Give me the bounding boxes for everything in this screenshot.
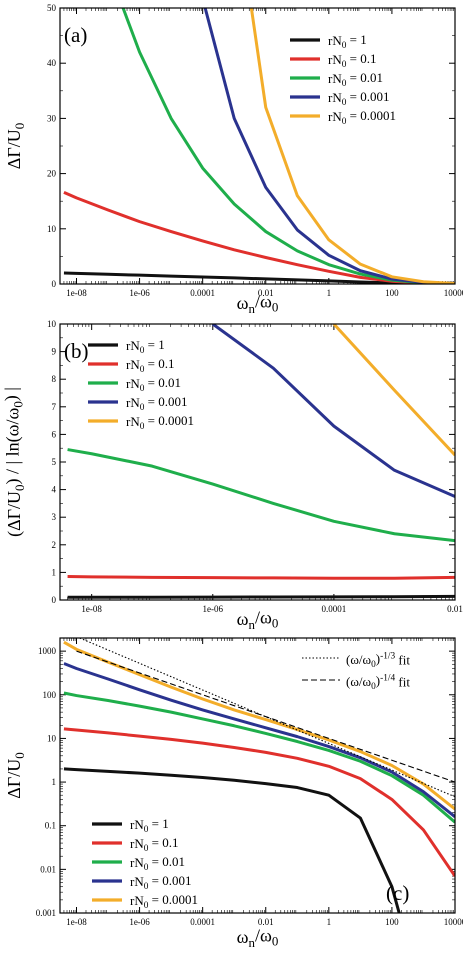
legend-label: rN0​ = 1 — [130, 816, 169, 835]
series-line — [76, 650, 455, 783]
y-tick-label: 3 — [52, 512, 57, 522]
panel-2: 1e-081e-060.00010.01012345678910(b)rN0​ … — [1, 319, 463, 632]
series-line — [63, 691, 455, 824]
y-axis-label: ΔΓ/U0​ — [4, 752, 27, 798]
y-tick-label: 1 — [52, 777, 57, 787]
legend-label: rN0​ = 0.01 — [328, 70, 383, 89]
series-line — [67, 448, 455, 543]
y-tick-label: 0.1 — [45, 821, 56, 831]
series-line — [249, 8, 455, 284]
y-tick-label: 0 — [52, 595, 57, 605]
y-tick-label: 10 — [47, 733, 57, 743]
y-tick-label: 0.001 — [36, 908, 56, 918]
legend-label: rN0​ = 0.0001 — [130, 892, 198, 911]
y-tick-label: 50 — [47, 3, 57, 13]
series-line — [63, 190, 455, 284]
legend-label: rN0​ = 0.01 — [126, 375, 181, 394]
y-tick-label: 1000 — [38, 646, 57, 656]
y-tick-label: 100 — [43, 690, 57, 700]
y-tick-label: 0 — [52, 279, 57, 289]
legend-label: rN0​ = 0.001 — [126, 394, 187, 413]
x-tick-label: 0.0001 — [322, 604, 347, 614]
legend-label: rN0​ = 1 — [126, 337, 165, 356]
series-group — [63, 8, 455, 284]
legend-label: rN0​ = 0.001 — [328, 89, 389, 108]
series-group — [67, 324, 455, 599]
legend-label: rN0​ = 0.0001 — [328, 108, 396, 127]
series-line — [121, 8, 455, 284]
x-tick-label: 0.01 — [258, 288, 274, 298]
y-tick-label: 6 — [52, 429, 57, 439]
x-tick-label: 1e-08 — [81, 604, 102, 614]
legend-label: rN0​ = 0.01 — [130, 854, 185, 873]
legend-label: rN0​ = 0.1 — [130, 835, 178, 854]
panel-label: (c) — [386, 881, 409, 905]
x-tick-label: 0.0001 — [190, 288, 215, 298]
x-tick-label: 1e-08 — [66, 288, 87, 298]
y-axis-label: ΔΓ/U0​ — [4, 123, 27, 169]
plot-frame — [59, 637, 456, 914]
legend-label: rN0​ = 0.0001 — [126, 413, 194, 432]
series-line — [63, 271, 455, 284]
x-tick-label: 1e-06 — [129, 917, 150, 927]
series-line — [63, 767, 401, 913]
x-axis-label: ωn​/ω0​ — [237, 291, 279, 315]
series-line — [63, 662, 455, 818]
series-line — [67, 575, 455, 580]
y-tick-label: 7 — [52, 402, 57, 412]
y-tick-label: 10 — [47, 224, 57, 234]
series-group — [63, 638, 455, 913]
series-line — [67, 594, 455, 599]
legend-label: rN0​ = 0.001 — [130, 873, 191, 892]
x-tick-label: 1e-08 — [66, 917, 87, 927]
fit-legend-label: (ω/ω0​)-1/3​ fit — [346, 651, 410, 670]
fit-legend-label: (ω/ω0​)-1/4​ fit — [346, 673, 410, 692]
x-axis-label: ωn​/ω0​ — [237, 607, 279, 631]
x-tick-label: 100 — [385, 288, 399, 298]
series-line — [63, 727, 455, 877]
y-tick-label: 20 — [47, 169, 57, 179]
plot-frame — [59, 323, 456, 601]
y-tick-label: 10 — [47, 319, 57, 329]
series-line — [332, 324, 455, 457]
y-tick-label: 1 — [52, 567, 57, 577]
y-tick-label: 9 — [52, 347, 57, 357]
panel-label: (a) — [64, 23, 87, 47]
y-tick-label: 2 — [52, 540, 57, 550]
x-axis-label: ωn​/ω0​ — [237, 925, 279, 949]
legend-label: rN0​ = 0.1 — [328, 51, 376, 70]
y-tick-label: 4 — [52, 485, 57, 495]
x-tick-label: 1 — [327, 288, 332, 298]
x-tick-label: 1 — [327, 917, 332, 927]
series-line — [211, 324, 455, 498]
x-tick-label: 0.01 — [258, 917, 274, 927]
y-tick-label: 8 — [52, 374, 57, 384]
x-tick-label: 0.01 — [447, 604, 463, 614]
y-axis-label: (ΔΓ/U0​) / | ln(ω/ω0​) | — [1, 387, 27, 537]
y-tick-label: 30 — [47, 113, 57, 123]
x-tick-label: 1e-06 — [203, 604, 224, 614]
plot-frame — [59, 7, 456, 285]
y-tick-label: 0.01 — [40, 864, 56, 874]
x-tick-label: 1e-06 — [129, 288, 150, 298]
x-tick-label: 0.0001 — [190, 917, 215, 927]
panel-label: (b) — [64, 339, 89, 363]
y-tick-label: 5 — [52, 457, 57, 467]
y-tick-label: 40 — [47, 58, 57, 68]
legend-label: rN0​ = 1 — [328, 32, 367, 51]
legend-label: rN0​ = 0.1 — [126, 356, 174, 375]
x-tick-label: 100 — [385, 917, 399, 927]
